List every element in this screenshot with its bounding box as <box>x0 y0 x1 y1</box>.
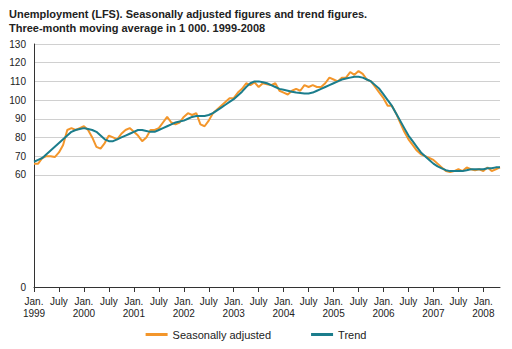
svg-text:July: July <box>100 296 118 307</box>
svg-text:2000: 2000 <box>73 308 96 319</box>
svg-text:2007: 2007 <box>422 308 445 319</box>
svg-text:Unemployment (LFS). Seasonally: Unemployment (LFS). Seasonally adjusted … <box>9 8 367 20</box>
svg-text:2006: 2006 <box>372 308 395 319</box>
svg-text:60: 60 <box>15 169 27 180</box>
svg-text:July: July <box>449 296 467 307</box>
svg-text:July: July <box>200 296 218 307</box>
svg-text:Jan.: Jan. <box>474 296 493 307</box>
svg-text:Jan.: Jan. <box>274 296 293 307</box>
svg-text:Jan.: Jan. <box>424 296 443 307</box>
svg-text:Jan.: Jan. <box>174 296 193 307</box>
svg-text:2003: 2003 <box>223 308 246 319</box>
svg-text:90: 90 <box>15 113 27 124</box>
svg-text:110: 110 <box>10 76 26 87</box>
svg-text:1999: 1999 <box>23 308 46 319</box>
svg-text:July: July <box>400 296 418 307</box>
svg-text:July: July <box>150 296 168 307</box>
svg-text:Jan.: Jan. <box>124 296 143 307</box>
svg-text:Jan.: Jan. <box>324 296 343 307</box>
svg-text:70: 70 <box>15 151 27 162</box>
svg-text:0: 0 <box>20 282 26 293</box>
svg-text:2004: 2004 <box>273 308 296 319</box>
svg-text:July: July <box>50 296 68 307</box>
svg-text:Trend: Trend <box>338 329 366 341</box>
svg-text:Jan.: Jan. <box>74 296 93 307</box>
svg-text:80: 80 <box>15 132 27 143</box>
svg-text:Jan.: Jan. <box>25 296 44 307</box>
svg-text:Jan.: Jan. <box>224 296 243 307</box>
svg-text:2001: 2001 <box>123 308 146 319</box>
svg-text:Jan.: Jan. <box>374 296 393 307</box>
svg-text:2008: 2008 <box>472 308 495 319</box>
svg-text:120: 120 <box>9 57 26 68</box>
svg-text:100: 100 <box>9 95 26 106</box>
svg-text:July: July <box>350 296 368 307</box>
svg-text:July: July <box>300 296 318 307</box>
svg-text:2002: 2002 <box>173 308 196 319</box>
svg-text:Three-month moving average in: Three-month moving average in 1 000. 199… <box>9 22 265 34</box>
svg-text:130: 130 <box>9 39 26 50</box>
svg-text:2005: 2005 <box>322 308 345 319</box>
svg-text:July: July <box>250 296 268 307</box>
svg-text:Seasonally adjusted: Seasonally adjusted <box>173 329 271 341</box>
